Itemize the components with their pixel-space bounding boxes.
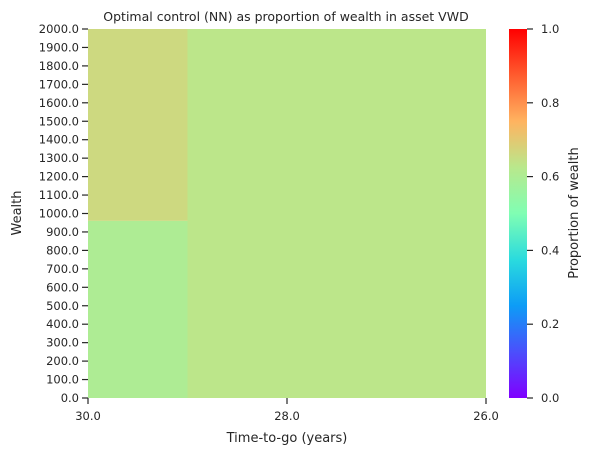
y-axis: 0.0 100.0 200.0 300.0 400.0 500.0 600.0 700.0 80… <box>39 22 88 405</box>
y-tick-label-10: 1000.0 <box>39 207 79 221</box>
x-tick-label-0: 30.0 <box>75 409 101 423</box>
colorbar-label: Proportion of wealth <box>567 147 582 278</box>
y-tick-label-8: 800.0 <box>46 243 79 257</box>
y-tick-label-0: 0.0 <box>61 391 79 405</box>
colorbar <box>509 29 527 398</box>
y-tick-label-12: 1200.0 <box>39 170 79 184</box>
y-tick-label-19: 1900.0 <box>39 40 79 54</box>
heatmap-cell-1 <box>88 29 188 221</box>
colorbar-tick-label-2: 0.4 <box>541 243 559 257</box>
colorbar-tick-label-3: 0.6 <box>541 170 559 184</box>
heatmap-cells <box>88 29 486 398</box>
heatmap-cell-2 <box>187 29 486 398</box>
y-tick-label-1: 100.0 <box>46 373 79 387</box>
y-tick-label-14: 1400.0 <box>39 133 79 147</box>
y-tick-label-6: 600.0 <box>46 280 79 294</box>
y-tick-label-3: 300.0 <box>46 336 79 350</box>
y-tick-label-18: 1800.0 <box>39 59 79 73</box>
y-tick-label-13: 1300.0 <box>39 151 79 165</box>
colorbar-tick-label-1: 0.2 <box>541 317 559 331</box>
colorbar-axis: 0.0 0.2 0.4 0.6 0.8 1.0 <box>527 22 559 405</box>
y-tick-label-17: 1700.0 <box>39 77 79 91</box>
y-tick-label-5: 500.0 <box>46 299 79 313</box>
x-axis: 30.0 28.0 26.0 <box>75 398 499 423</box>
colorbar-tick-label-0: 0.0 <box>541 391 559 405</box>
y-tick-label-9: 900.0 <box>46 225 79 239</box>
y-tick-label-2: 200.0 <box>46 354 79 368</box>
x-tick-label-1: 28.0 <box>274 409 300 423</box>
x-axis-label: Time-to-go (years) <box>226 431 348 446</box>
y-tick-label-20: 2000.0 <box>39 22 79 36</box>
y-tick-label-16: 1600.0 <box>39 96 79 110</box>
colorbar-tick-label-5: 1.0 <box>541 22 559 36</box>
y-axis-label: Wealth <box>10 190 25 235</box>
chart-title: Optimal control (NN) as proportion of we… <box>103 9 468 24</box>
y-tick-label-11: 1100.0 <box>39 188 79 202</box>
x-tick-label-2: 26.0 <box>473 409 499 423</box>
y-tick-label-4: 400.0 <box>46 317 79 331</box>
y-tick-label-7: 700.0 <box>46 262 79 276</box>
y-tick-label-15: 1500.0 <box>39 114 79 128</box>
colorbar-tick-label-4: 0.8 <box>541 96 559 110</box>
heatmap-cell-0 <box>88 220 188 398</box>
